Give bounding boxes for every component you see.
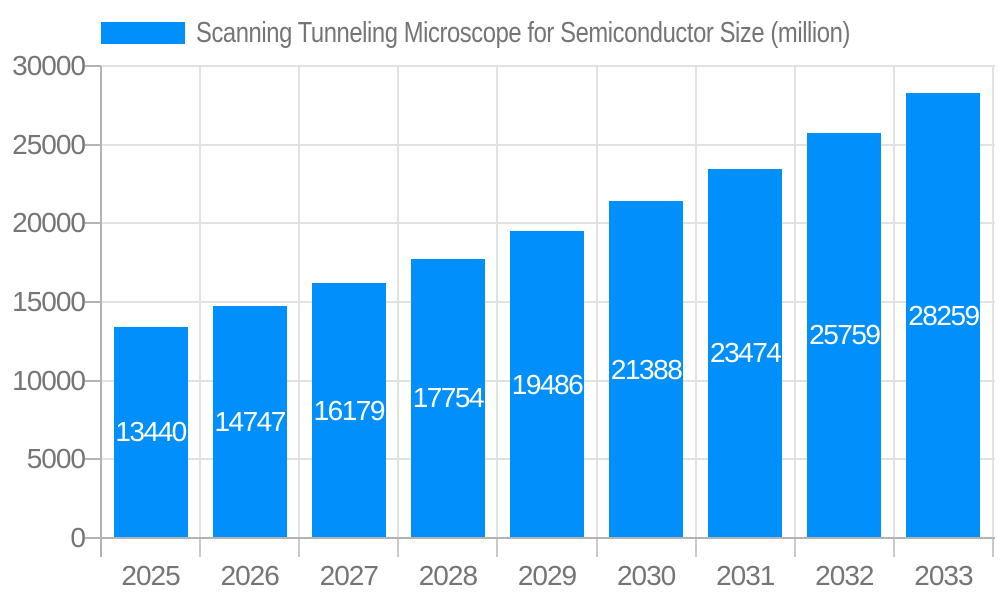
x-gridline: [397, 66, 400, 538]
bar-value-label: 28259: [908, 299, 980, 331]
x-tick-mark: [892, 538, 895, 557]
bar: [609, 201, 684, 537]
y-axis-tick-label: 10000: [12, 364, 86, 396]
y-tick-mark: [85, 222, 101, 225]
x-axis-tick-label: 2025: [121, 560, 180, 591]
bar: [410, 258, 485, 537]
y-gridline: [101, 65, 995, 67]
x-tick-mark: [298, 538, 301, 557]
bar-value-label: 19486: [511, 368, 584, 400]
y-tick-mark: [85, 143, 101, 146]
x-tick-mark: [793, 538, 796, 557]
x-axis-tick-label: 2029: [517, 560, 577, 591]
y-axis-tick-label: 0: [70, 522, 86, 553]
x-tick-mark: [595, 538, 598, 557]
bar: [510, 231, 584, 537]
bar: [807, 132, 882, 537]
x-gridline: [694, 66, 697, 538]
bar-value-label: 14747: [214, 405, 286, 437]
bar: [311, 283, 386, 537]
y-tick-mark: [85, 301, 101, 303]
bar-value-label: 23474: [710, 337, 782, 369]
x-axis-line: [85, 537, 995, 539]
x-axis-tick-label: 2032: [815, 560, 874, 591]
y-tick-mark: [85, 379, 101, 382]
bar: [708, 168, 783, 537]
bar: [906, 93, 981, 537]
bar-value-label: 16179: [313, 394, 386, 426]
bar-value-label: 25759: [809, 319, 881, 351]
y-axis-line: [100, 66, 102, 557]
bar: [113, 326, 188, 537]
x-tick-mark: [992, 538, 994, 557]
x-axis-tick-label: 2031: [716, 560, 775, 591]
y-gridline: [101, 222, 995, 225]
y-gridline: [101, 143, 995, 146]
x-tick-mark: [694, 538, 697, 557]
x-axis-tick-label: 2033: [914, 560, 973, 591]
y-axis-tick-label: 20000: [12, 207, 86, 239]
x-gridline: [992, 66, 994, 538]
x-tick-mark: [199, 538, 202, 557]
y-axis-tick-label: 15000: [12, 286, 86, 317]
y-tick-mark: [85, 458, 101, 461]
legend-swatch: [101, 22, 185, 44]
x-tick-mark: [496, 538, 499, 557]
bar: [212, 305, 287, 537]
x-gridline: [793, 66, 796, 538]
x-gridline: [595, 66, 598, 538]
y-tick-mark: [85, 65, 101, 67]
bar-value-label: 21388: [610, 353, 683, 385]
x-gridline: [199, 66, 202, 538]
y-axis-tick-label: 5000: [26, 443, 86, 475]
y-axis-tick-label: 25000: [12, 128, 86, 160]
legend-label: Scanning Tunneling Microscope for Semico…: [196, 17, 850, 49]
y-axis-tick-label: 30000: [12, 50, 86, 81]
x-axis-tick-label: 2028: [418, 560, 478, 591]
bar-value-label: 13440: [115, 416, 187, 448]
x-axis-tick-label: 2030: [616, 560, 676, 591]
x-gridline: [892, 66, 895, 538]
x-gridline: [298, 66, 301, 538]
x-gridline: [496, 66, 499, 538]
x-tick-mark: [397, 538, 400, 557]
x-axis-tick-label: 2027: [319, 560, 379, 591]
x-axis-tick-label: 2026: [220, 560, 280, 591]
bar-value-label: 17754: [412, 382, 485, 414]
